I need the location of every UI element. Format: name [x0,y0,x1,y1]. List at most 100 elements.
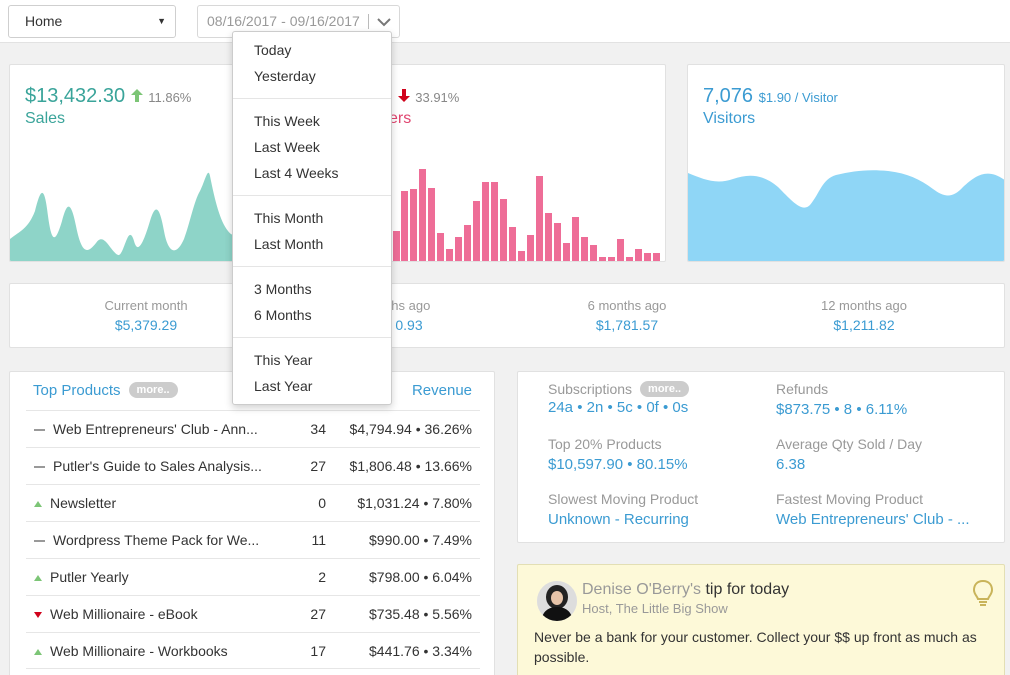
orders-label: ers [389,110,412,127]
caret-down-icon: ▼ [157,16,166,26]
revenue-amount: $1,031.24 [357,495,420,511]
revenue-pct: 13.66% [424,458,472,474]
dashboard-select-value: Home [25,13,63,29]
table-row[interactable]: Web Entrepreneurs' Club - Ann... 34 $4,7… [26,410,480,447]
product-name: Wordpress Theme Pack for We... [53,532,260,548]
menu-item-last-month[interactable]: Last Month [254,236,324,252]
product-revenue: $735.48 • 5.56% [369,606,472,622]
revenue-header[interactable]: Revenue [411,382,472,399]
table-row[interactable]: Putler Yearly 2 $798.00 • 6.04% [26,558,480,595]
product-revenue: $1,806.48 • 13.66% [349,458,472,474]
period-value: 0.93 [395,317,423,333]
table-row[interactable]: Putler's Guide to Sales Analysis... 27 $… [26,447,480,484]
revenue-amount: $798.00 [369,569,420,585]
lightbulb-icon [972,579,994,606]
orders-chart [393,169,660,261]
tip-author-role: Host, The Little Big Show [582,601,728,616]
menu-item-last-4-weeks[interactable]: Last 4 Weeks [254,165,339,181]
arrow-down-icon [397,89,410,102]
menu-item-6-months[interactable]: 6 Months [254,307,312,323]
top-products-title-line: Top Products more.. [33,382,178,399]
trend-up-icon [34,633,42,669]
top-20-products-stat[interactable]: Top 20% Products $10,597.90 • 80.15% [548,436,688,473]
subscriptions-stat[interactable]: Subscriptions more.. 24a • 2n • 5c • 0f •… [548,381,690,416]
orders-value-line: 4 33.91% [381,85,459,108]
date-separator: - [281,13,286,29]
fastest-product-stat[interactable]: Fastest Moving Product Web Entrepreneurs… [776,491,970,528]
revenue-pct: 7.49% [432,532,472,548]
sales-label: Sales [25,110,66,127]
product-revenue: $441.76 • 3.34% [369,643,472,659]
tip-title-suffix: tip for today [705,581,790,598]
trend-flat-icon [34,411,45,447]
revenue-pct: 7.80% [432,495,472,511]
date-start: 08/16/2017 [207,13,278,29]
menu-item-this-year[interactable]: This Year [254,352,313,368]
visitors-value: 7,076 [703,85,754,107]
product-name: Web Entrepreneurs' Club - Ann... [53,421,258,437]
table-row[interactable]: Newsletter 0 $1,031.24 • 7.80% [26,484,480,521]
top-products-more-button[interactable]: more.. [128,382,178,398]
top-bar: Home ▼ 08/16/2017-09/16/2017 [0,0,1010,43]
product-name: Newsletter [50,495,117,511]
period-value: $1,781.57 [595,317,659,333]
stats-card: Subscriptions more.. 24a • 2n • 5c • 0f •… [517,371,1005,543]
divider [368,14,369,29]
date-range-dropdown: Today Yesterday This Week Last Week Last… [232,31,392,405]
stat-label: Subscriptions more.. [548,381,690,397]
table-row[interactable]: Wordpress Theme Pack for We... 11 $990.0… [26,521,480,558]
menu-item-last-year[interactable]: Last Year [254,378,313,394]
chevron-down-icon[interactable] [375,13,393,31]
period-value: $1,211.82 [833,317,895,333]
orders-change: 33.91% [415,90,460,105]
avatar [537,581,577,621]
period-value: $5,379.29 [114,317,178,333]
period-6-months-ago[interactable]: 6 months ago $1,781.57 [507,298,747,333]
product-qty: 2 [318,569,326,585]
trend-flat-icon [34,448,45,484]
avg-qty-stat[interactable]: Average Qty Sold / Day 6.38 [776,436,922,473]
revenue-amount: $441.76 [369,643,420,659]
stat-label: Slowest Moving Product [548,491,699,507]
dashboard-select[interactable]: Home ▼ [8,5,176,38]
period-3-months-ago[interactable]: ths ago 0.93 [266,298,506,333]
stat-label: Top 20% Products [548,436,662,452]
table-row[interactable]: Web Millionaire - eBook 27 $735.48 • 5.5… [26,595,480,632]
menu-item-last-week[interactable]: Last Week [254,139,320,155]
table-row[interactable]: Web Millionaire - Workbooks 17 $441.76 •… [26,632,480,669]
menu-item-this-week[interactable]: This Week [254,113,320,129]
product-revenue: $990.00 • 7.49% [369,532,472,548]
sales-card[interactable]: $13,432.30 11.86% Sales [9,64,241,262]
menu-divider [233,266,391,267]
trend-down-icon [34,596,42,632]
trend-up-icon [34,559,42,595]
period-current-month[interactable]: Current month $5,379.29 [26,298,266,333]
menu-item-3-months[interactable]: 3 Months [254,281,312,297]
menu-item-this-month[interactable]: This Month [254,210,324,226]
menu-item-yesterday[interactable]: Yesterday [254,68,316,84]
product-name: Web Millionaire - Workbooks [50,643,228,659]
visitors-card[interactable]: 7,076 $1.90 / Visitor Visitors [687,64,1005,262]
period-label: ths ago [387,298,431,313]
subscriptions-more-button[interactable]: more.. [640,381,690,397]
top-products-title[interactable]: Top Products [33,382,121,399]
tip-author-name[interactable]: Denise O'Berry's [582,581,702,598]
menu-divider [233,337,391,338]
slowest-product-stat[interactable]: Slowest Moving Product Unknown - Recurri… [548,491,698,528]
top-products-card: Top Products more.. Revenue Web Entrepren… [9,371,495,675]
period-12-months-ago[interactable]: 12 months ago $1,211.82 [744,298,984,333]
visitors-label: Visitors [703,110,756,127]
revenue-amount: $735.48 [369,606,420,622]
stat-label: Refunds [776,381,829,397]
refunds-stat[interactable]: Refunds $873.75 • 8 • 6.11% [776,381,907,418]
menu-divider [233,98,391,99]
product-name: Putler Yearly [50,569,129,585]
revenue-pct: 36.26% [424,421,472,437]
menu-item-today[interactable]: Today [254,42,292,58]
sales-value-line: $13,432.30 11.86% [25,85,191,108]
revenue-pct: 6.04% [432,569,472,585]
visitors-sub: $1.90 / Visitor [758,90,838,105]
product-qty: 0 [318,495,326,511]
sales-chart [10,172,240,261]
revenue-amount: $1,806.48 [349,458,412,474]
